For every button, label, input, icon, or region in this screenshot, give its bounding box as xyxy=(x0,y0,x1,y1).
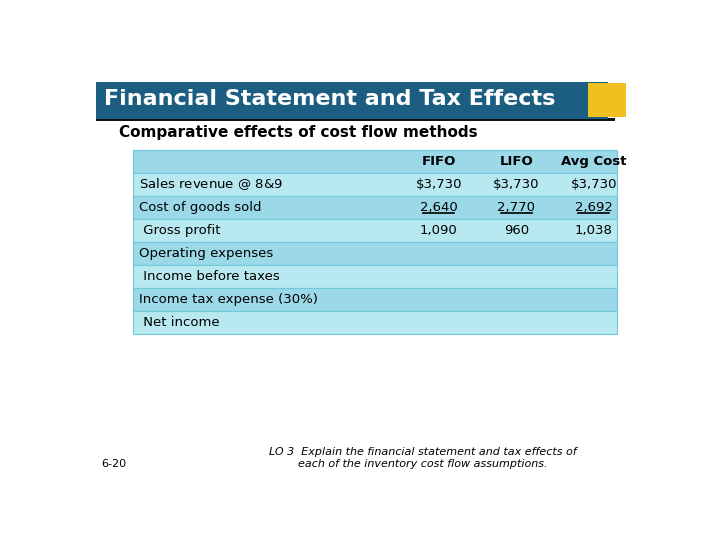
Text: Cost of goods sold: Cost of goods sold xyxy=(139,201,261,214)
Text: 1,090: 1,090 xyxy=(420,224,458,237)
FancyBboxPatch shape xyxy=(132,288,617,311)
FancyBboxPatch shape xyxy=(132,265,617,288)
Text: Net income: Net income xyxy=(139,316,220,329)
Text: 960: 960 xyxy=(504,224,528,237)
Text: Financial Statement and Tax Effects: Financial Statement and Tax Effects xyxy=(104,89,555,109)
Text: 2,692: 2,692 xyxy=(575,201,613,214)
FancyBboxPatch shape xyxy=(96,118,616,121)
FancyBboxPatch shape xyxy=(132,219,617,242)
Text: Avg Cost: Avg Cost xyxy=(561,154,626,167)
FancyBboxPatch shape xyxy=(96,82,608,119)
FancyBboxPatch shape xyxy=(132,242,617,265)
Text: 1,038: 1,038 xyxy=(575,224,613,237)
FancyBboxPatch shape xyxy=(132,173,617,195)
Text: $3,730: $3,730 xyxy=(415,178,462,191)
Text: 2,640: 2,640 xyxy=(420,201,458,214)
Text: FIFO: FIFO xyxy=(422,154,456,167)
FancyBboxPatch shape xyxy=(588,83,626,117)
Text: LIFO: LIFO xyxy=(500,154,533,167)
FancyBboxPatch shape xyxy=(132,311,617,334)
FancyBboxPatch shape xyxy=(132,150,617,173)
Text: $3,730: $3,730 xyxy=(570,178,617,191)
FancyBboxPatch shape xyxy=(132,195,617,219)
Text: LO 3  Explain the financial statement and tax effects of
each of the inventory c: LO 3 Explain the financial statement and… xyxy=(269,448,577,469)
Text: 2,770: 2,770 xyxy=(498,201,535,214)
Text: Gross profit: Gross profit xyxy=(139,224,220,237)
Text: Sales revenue @ $8 & $9: Sales revenue @ $8 & $9 xyxy=(139,176,283,192)
Text: Income tax expense (30%): Income tax expense (30%) xyxy=(139,293,318,306)
Text: Income before taxes: Income before taxes xyxy=(139,270,279,283)
Text: Operating expenses: Operating expenses xyxy=(139,247,273,260)
Text: $3,730: $3,730 xyxy=(493,178,539,191)
Text: 6-20: 6-20 xyxy=(102,459,127,469)
Text: Comparative effects of cost flow methods: Comparative effects of cost flow methods xyxy=(120,125,478,140)
